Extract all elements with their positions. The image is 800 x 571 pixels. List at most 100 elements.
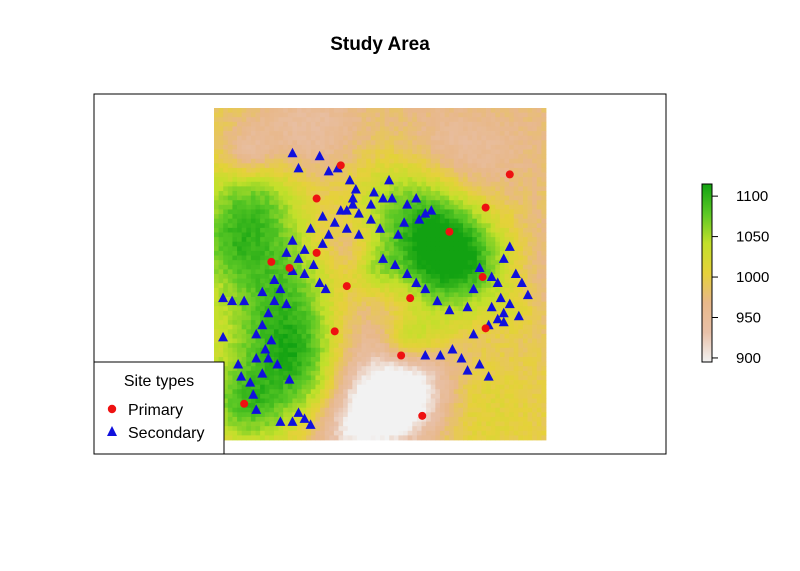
secondary-site-marker	[420, 349, 431, 360]
secondary-site-marker	[305, 223, 316, 233]
secondary-site-marker	[414, 214, 425, 224]
legend-primary-label: Primary	[128, 402, 183, 419]
secondary-site-marker	[378, 253, 389, 263]
secondary-site-marker	[314, 277, 325, 288]
secondary-site-marker	[420, 208, 431, 218]
secondary-site-marker	[513, 310, 524, 321]
secondary-site-marker	[299, 413, 310, 423]
secondary-site-marker	[510, 268, 521, 278]
secondary-site-marker	[353, 208, 364, 218]
secondary-site-marker	[269, 295, 280, 306]
legend-secondary-label: Secondary	[128, 425, 205, 442]
legend-primary-symbol	[107, 404, 117, 414]
elevation-raster	[214, 108, 547, 441]
secondary-site-marker	[248, 389, 259, 399]
secondary-site-marker	[239, 295, 250, 306]
secondary-site-marker	[462, 301, 473, 312]
secondary-site-marker	[384, 174, 395, 185]
secondary-site-marker	[218, 292, 229, 303]
secondary-site-marker	[314, 150, 325, 161]
primary-sites	[240, 161, 514, 420]
secondary-site-marker	[275, 416, 286, 426]
secondary-site-marker	[402, 268, 413, 278]
secondary-site-marker	[266, 334, 277, 345]
primary-site-marker	[445, 227, 454, 236]
secondary-site-marker	[308, 259, 319, 269]
secondary-sites	[218, 147, 533, 429]
secondary-site-marker	[483, 371, 494, 381]
secondary-site-marker	[245, 377, 256, 387]
secondary-site-marker	[341, 223, 352, 233]
secondary-site-marker	[344, 174, 355, 185]
secondary-site-marker	[486, 271, 497, 282]
primary-site-marker	[267, 257, 276, 266]
secondary-site-marker	[299, 268, 310, 278]
secondary-site-marker	[251, 404, 262, 414]
secondary-site-marker	[486, 301, 497, 312]
secondary-site-marker	[498, 253, 509, 263]
secondary-site-marker	[257, 286, 268, 297]
colorbar-tick-label: 1000	[736, 269, 769, 286]
secondary-site-marker	[251, 328, 262, 339]
secondary-site-marker	[251, 353, 262, 363]
secondary-site-marker	[335, 205, 346, 215]
legend: Site types Primary Secondary	[93, 361, 225, 455]
secondary-site-marker	[468, 283, 479, 294]
colorbar-gradient	[701, 183, 713, 363]
secondary-site-marker	[365, 199, 376, 209]
secondary-site-marker	[293, 253, 304, 263]
primary-site-marker	[397, 351, 406, 360]
secondary-site-marker	[347, 199, 358, 209]
primary-site-marker	[505, 170, 514, 179]
secondary-site-marker	[287, 235, 298, 245]
secondary-site-marker	[456, 353, 467, 363]
secondary-site-marker	[257, 368, 268, 378]
primary-site-marker	[406, 294, 415, 303]
secondary-site-marker	[504, 241, 515, 251]
secondary-site-marker	[299, 244, 310, 254]
secondary-site-marker	[474, 359, 485, 369]
primary-site-marker	[330, 327, 339, 336]
secondary-site-marker	[347, 193, 358, 203]
secondary-site-marker	[317, 211, 328, 221]
colorbar-tick-label: 1050	[736, 229, 769, 246]
secondary-site-marker	[495, 292, 506, 303]
legend-title: Site types	[124, 373, 194, 390]
secondary-site-marker	[474, 262, 485, 272]
secondary-site-marker	[492, 313, 503, 324]
secondary-site-marker	[504, 298, 515, 309]
secondary-site-marker	[435, 349, 446, 360]
secondary-site-marker	[317, 238, 328, 248]
secondary-site-marker	[368, 187, 379, 197]
primary-site-marker	[336, 161, 345, 170]
secondary-site-marker	[320, 283, 331, 294]
primary-site-marker	[342, 282, 351, 291]
secondary-site-marker	[516, 277, 527, 288]
primary-site-marker	[481, 324, 490, 333]
secondary-site-marker	[263, 353, 274, 363]
secondary-site-marker	[281, 247, 292, 257]
secondary-site-marker	[411, 277, 422, 288]
secondary-site-marker	[323, 229, 334, 239]
secondary-site-marker	[365, 214, 376, 224]
secondary-site-marker	[269, 274, 280, 285]
secondary-site-marker	[399, 217, 410, 227]
secondary-site-marker	[287, 147, 298, 158]
secondary-site-marker	[263, 307, 274, 318]
secondary-site-marker	[236, 371, 247, 381]
secondary-site-marker	[492, 277, 503, 288]
secondary-site-marker	[420, 283, 431, 294]
primary-site-marker	[478, 273, 487, 282]
secondary-site-marker	[293, 162, 304, 173]
secondary-site-marker	[378, 193, 389, 203]
secondary-site-marker	[402, 199, 413, 209]
primary-site-marker	[240, 399, 249, 408]
secondary-site-marker	[272, 359, 283, 369]
secondary-site-marker	[522, 289, 533, 300]
secondary-site-marker	[411, 193, 422, 203]
secondary-site-marker	[287, 416, 298, 426]
plot-title: Study Area	[330, 34, 430, 55]
secondary-site-marker	[275, 283, 286, 294]
secondary-site-marker	[227, 295, 238, 306]
